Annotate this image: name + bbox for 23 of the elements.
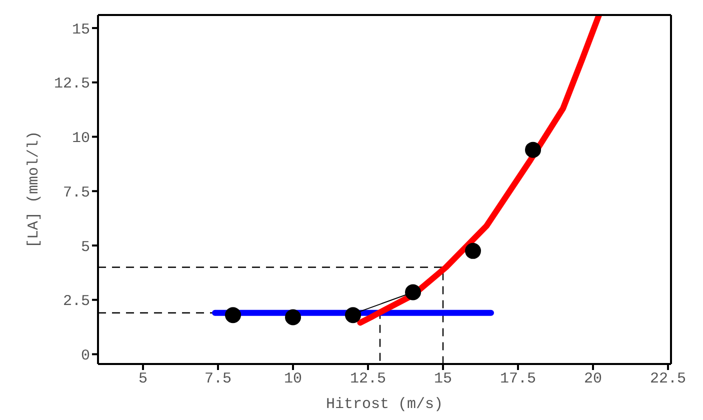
point [225, 307, 241, 324]
x-tick-label: 7.5 [204, 370, 232, 388]
y-tick-label: 0 [80, 348, 90, 365]
y-tick-label: 2.5 [62, 293, 90, 310]
y-axis-title: [LA] (mmol/l) [25, 130, 42, 248]
x-tick-label: 10 [284, 370, 302, 388]
x-tick-label: 12.5 [350, 370, 386, 388]
y-tick-label: 5 [80, 238, 90, 256]
point [345, 307, 361, 324]
x-tick-label: 15 [434, 370, 452, 388]
point [405, 284, 421, 300]
y-tick-label: 7.5 [62, 184, 90, 202]
point [285, 309, 301, 326]
y-tick-label: 15 [72, 21, 90, 38]
x-tick-label: 17.5 [500, 370, 536, 388]
x-tick-label: 22.5 [650, 370, 686, 388]
x-tick-label: 5 [138, 370, 148, 388]
x-tick-label: 20 [584, 370, 602, 388]
point [465, 242, 481, 259]
y-tick-label: 12.5 [54, 76, 90, 93]
y-tick-label: 10 [72, 130, 90, 148]
point [525, 142, 541, 158]
x-axis-title: Hitrost (m/s) [326, 396, 444, 413]
